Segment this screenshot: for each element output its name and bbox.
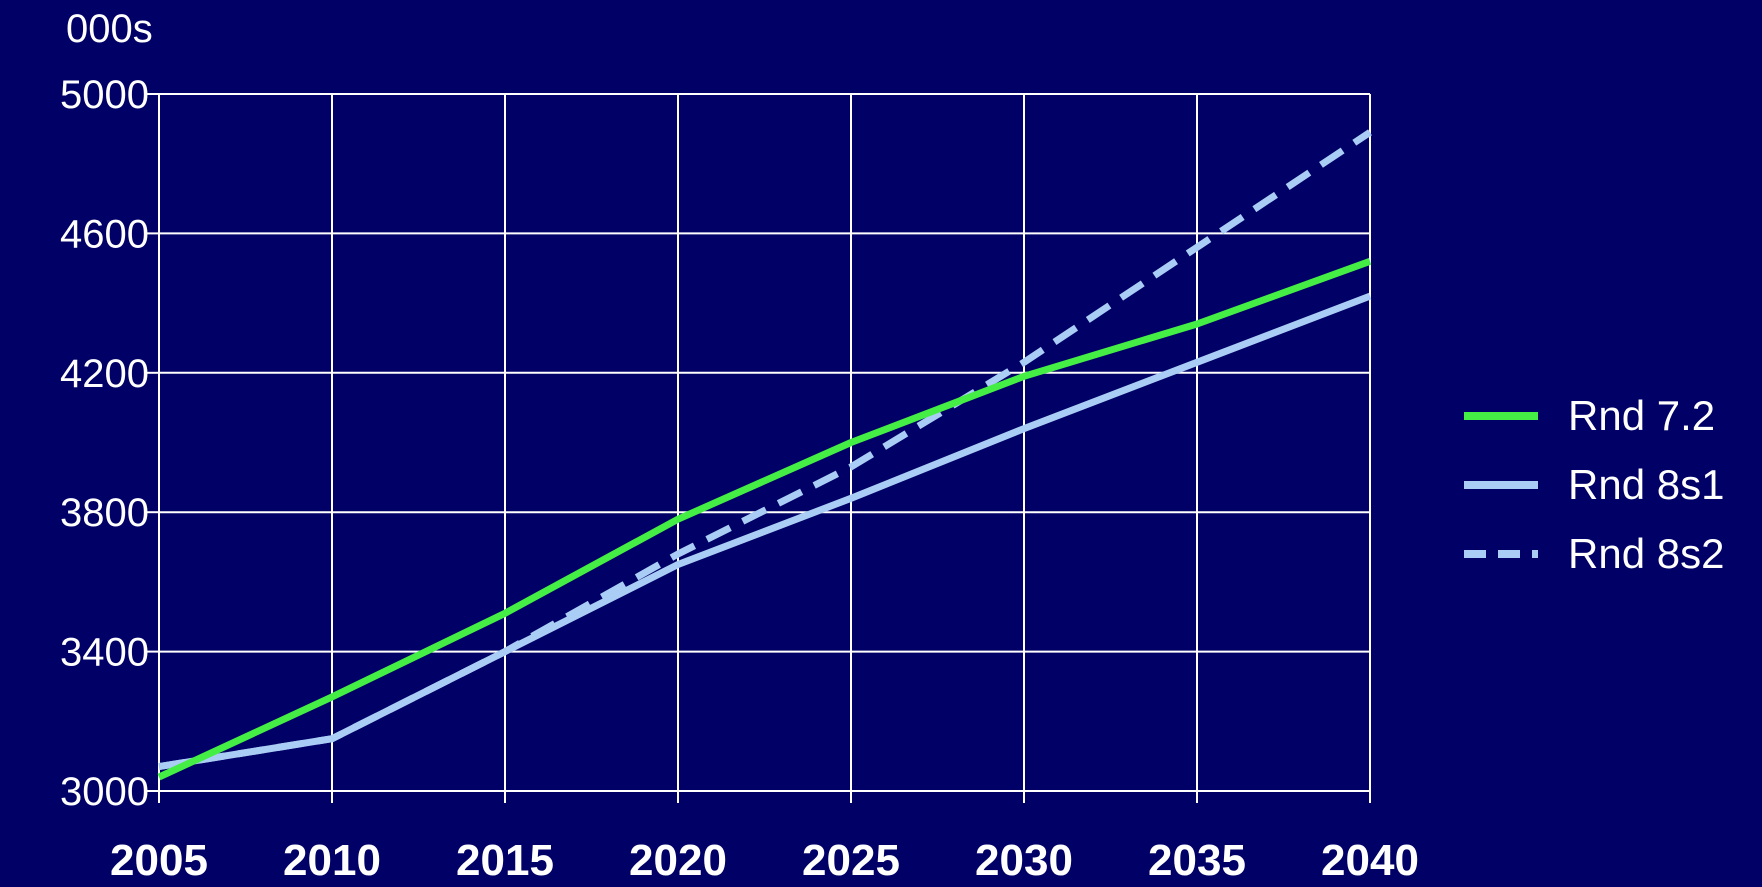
legend-label-rnd-8s2: Rnd 8s2 xyxy=(1568,530,1724,577)
grid xyxy=(158,93,1371,792)
y-tick-label: 3800 xyxy=(60,491,149,535)
legend-label-rnd-7-2: Rnd 7.2 xyxy=(1568,392,1715,439)
x-tick-label: 2025 xyxy=(802,836,900,882)
series-lines xyxy=(157,129,1372,781)
x-tick-label: 2015 xyxy=(456,836,554,882)
x-tick-label: 2005 xyxy=(110,836,208,882)
y-tick-label: 3000 xyxy=(60,770,149,814)
x-tick-label: 2010 xyxy=(283,836,381,882)
x-tick-label: 2040 xyxy=(1321,836,1419,882)
legend: Rnd 7.2 Rnd 8s1 Rnd 8s2 xyxy=(1464,392,1724,577)
y-tick-label: 3400 xyxy=(60,631,149,675)
series-line-rnd-7-2 xyxy=(157,258,1372,781)
y-tick-label: 5000 xyxy=(60,73,149,117)
legend-label-rnd-8s1: Rnd 8s1 xyxy=(1568,461,1724,508)
y-tick-label: 4200 xyxy=(60,352,149,396)
y-unit-label: 000s xyxy=(66,7,153,51)
x-tick-label: 2020 xyxy=(629,836,727,882)
x-tick-label: 2030 xyxy=(975,836,1073,882)
y-tick-label: 4600 xyxy=(60,212,149,256)
axes: 3000 3400 3800 4200 4600 5000 2005 2010 2015 2020… xyxy=(60,73,1419,885)
series-line-rnd-8s1 xyxy=(158,292,1372,771)
x-tick-label: 2035 xyxy=(1148,836,1246,882)
series-line-rnd-8s2 xyxy=(158,129,1372,771)
